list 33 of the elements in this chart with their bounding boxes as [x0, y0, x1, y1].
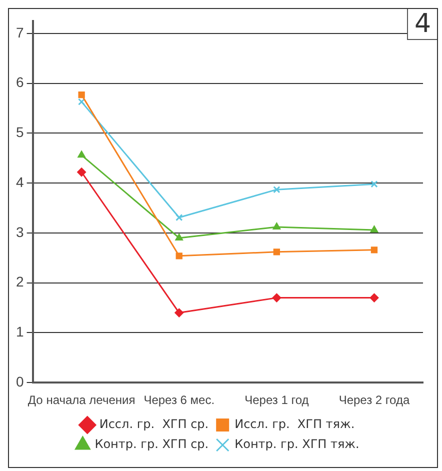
- point: [176, 214, 183, 222]
- legend-label: Иссл. гр. ХГП ср.: [99, 417, 209, 432]
- x-tick-label: Через 1 год: [244, 393, 309, 408]
- point: [175, 233, 184, 240]
- x-tick-label: Через 6 мес.: [144, 393, 215, 408]
- point: [273, 248, 280, 256]
- point: [370, 293, 379, 302]
- point: [174, 308, 184, 318]
- y-tick-label: 4: [16, 174, 24, 190]
- x-tick-label: Через 2 года: [338, 393, 410, 408]
- point: [370, 246, 378, 254]
- point: [370, 180, 378, 188]
- y-tick-label: 3: [16, 224, 24, 240]
- point: [272, 222, 281, 230]
- point: [272, 293, 282, 302]
- y-tick-label: 7: [16, 24, 24, 40]
- point: [78, 150, 86, 158]
- legend-label: Контр. гр. ХГП тяж.: [234, 437, 360, 452]
- point: [370, 225, 378, 232]
- legend-label: Иссл. гр. ХГП тяж.: [234, 417, 355, 432]
- y-tick-label: 2: [16, 274, 24, 290]
- point: [77, 168, 86, 177]
- point: [78, 98, 86, 106]
- y-tick-label: 1: [16, 324, 24, 340]
- y-tick-label: 0: [16, 373, 24, 390]
- point: [78, 91, 85, 98]
- legend-label: Контр. гр. ХГП ср.: [94, 437, 209, 452]
- annotation: 4: [407, 9, 437, 40]
- point: [176, 252, 182, 260]
- y-tick-label: 5: [16, 124, 24, 140]
- point: [273, 186, 280, 194]
- y-tick-label: 6: [16, 74, 24, 90]
- x-tick-label: До начала лечения: [28, 393, 136, 408]
